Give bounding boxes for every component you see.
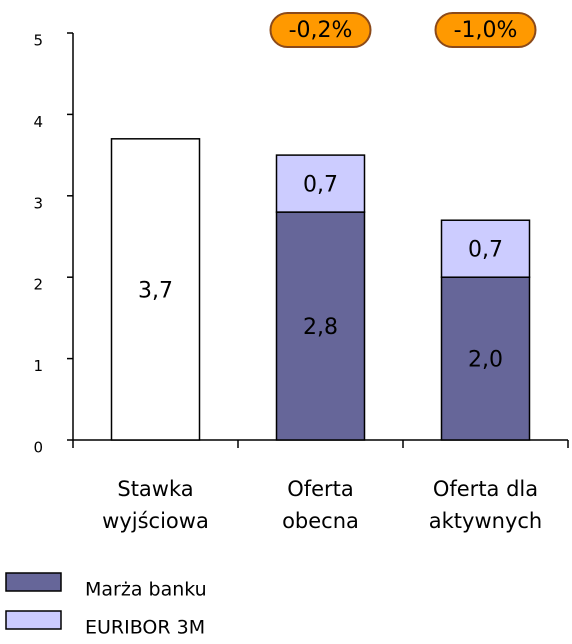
bar-segment (440, 219, 531, 278)
value-label: 2,0 (468, 348, 503, 373)
x-tick-label: Oferta (287, 477, 354, 501)
annotation: -0,2% (289, 18, 353, 43)
x-tick-label: Stawka (117, 477, 193, 501)
y-tick-label: 1 (33, 357, 43, 375)
x-tick-label: obecna (282, 509, 359, 533)
bar-segment (440, 276, 531, 441)
legend-label: EURIBOR 3M (85, 617, 205, 639)
value-label: 0,7 (468, 238, 503, 263)
legend-swatch (5, 572, 62, 592)
value-label: 0,7 (303, 173, 338, 198)
legend-swatch (5, 610, 62, 630)
x-tick-label: Oferta dla (433, 477, 538, 501)
y-tick-label: 5 (33, 32, 43, 50)
y-tick-label: 0 (33, 439, 43, 457)
x-tick-label: wyjściowa (102, 509, 209, 533)
x-tick-label: aktywnych (429, 509, 542, 533)
annotation: -1,0% (454, 18, 518, 43)
annotation-badge (434, 12, 537, 48)
y-tick-label: 3 (33, 194, 43, 212)
y-tick-label: 4 (33, 113, 43, 131)
value-label: 2,8 (303, 315, 338, 340)
y-tick-label: 2 (33, 276, 43, 294)
annotation-badge (269, 12, 372, 48)
bar-segment (275, 154, 366, 213)
legend-label: Marża banku (85, 579, 207, 601)
bar-segment (110, 138, 201, 441)
value-label: 3,7 (138, 278, 173, 303)
